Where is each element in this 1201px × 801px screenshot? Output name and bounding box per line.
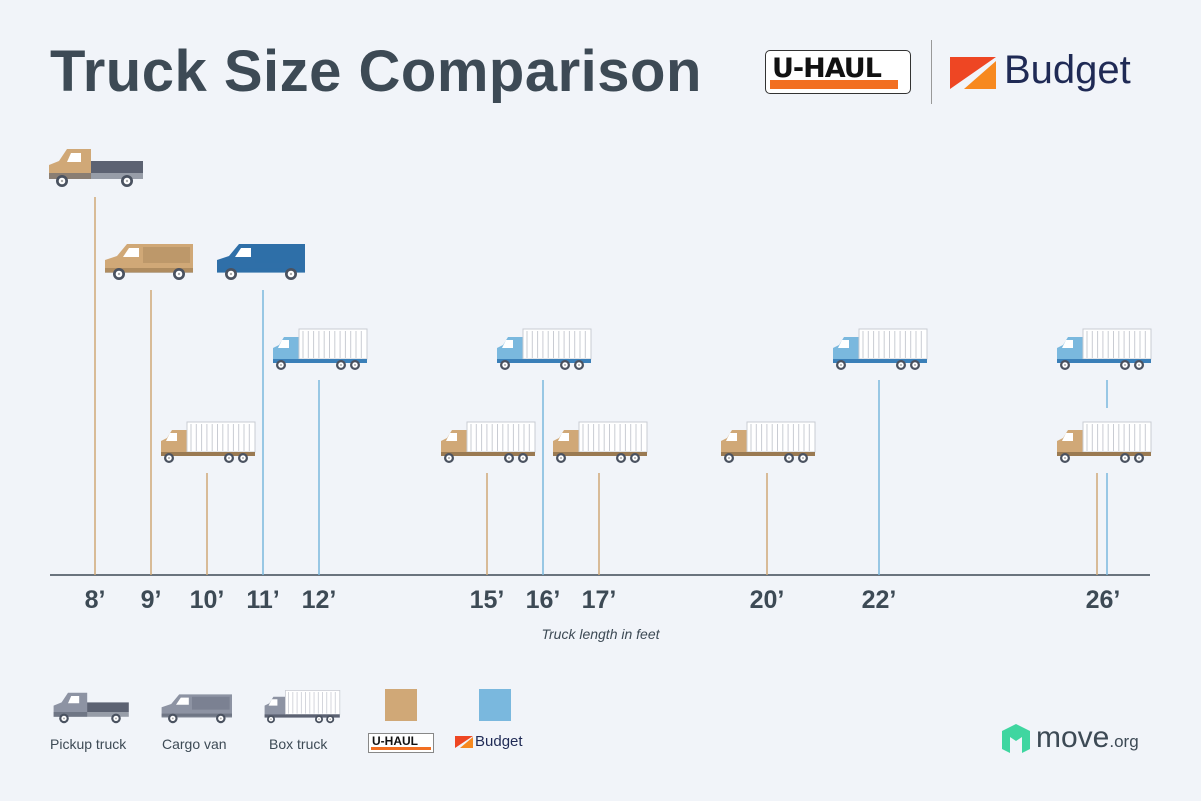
x-tick-label: 26’ [1086,586,1121,614]
page-title: Truck Size Comparison [50,39,702,104]
legend-uhaul-logo: U-HAUL [368,733,434,753]
legend-cargo-van-icon [161,694,232,724]
legend-pickup-icon [53,692,129,724]
uhaul-logo-text: U-HAUL [772,53,882,84]
legend-box-truck-icon [264,690,341,724]
x-tick-label: 8’ [85,586,106,614]
x-tick-label: 12’ [302,586,337,614]
box-truck-icon [161,421,256,463]
move-logo-icon [1002,724,1030,753]
x-tick-label: 11’ [246,586,279,614]
box-truck-icon [273,328,368,370]
budget-flag-icon [950,57,996,89]
box-truck-icon [721,421,816,463]
x-tick-label: 10’ [190,586,225,614]
x-tick-label: 15’ [470,586,505,614]
box-truck-icon [553,421,648,463]
x-tick-label: 17’ [582,586,617,614]
cargo-van-icon [105,244,193,280]
legend-label-pickup: Pickup truck [50,736,127,752]
uhaul-logo-bar [770,80,898,89]
budget-logo-text: Budget [1004,48,1131,92]
uhaul-logo: U-HAUL [765,50,911,94]
budget-flag-icon [455,736,473,748]
legend-uhaul-text: U-HAUL [372,734,418,748]
x-axis-label: Truck length in feet [541,626,660,642]
x-tick-label: 16’ [526,586,561,614]
box-truck-icon [497,328,592,370]
legend-swatch-budget [479,689,511,721]
pickup-truck-icon [49,149,143,187]
x-tick-label: 20’ [750,586,785,614]
box-truck-icon [1057,421,1152,463]
move-logo-text: move.org [1036,721,1139,754]
logo-divider [931,40,932,104]
legend-swatch-uhaul [385,689,417,721]
box-truck-icon [441,421,536,463]
x-tick-label: 22’ [862,586,897,614]
legend-budget-text: Budget [475,733,523,750]
cargo-van-icon [217,244,305,280]
x-tick-label: 9’ [141,586,162,614]
move-org-logo: move.org [1000,721,1139,758]
box-truck-icon [1057,328,1152,370]
box-truck-icon [833,328,928,370]
legend-label-cargo-van: Cargo van [162,736,227,752]
legend-label-box-truck: Box truck [269,736,328,752]
